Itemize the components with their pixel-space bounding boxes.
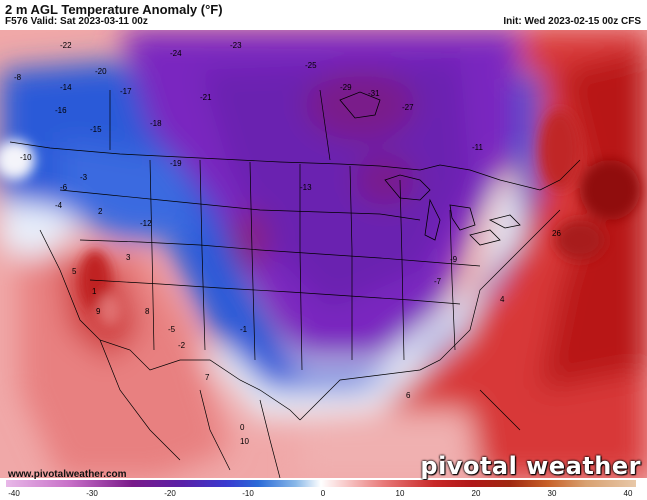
anomaly-label: 4 bbox=[500, 295, 505, 304]
anomaly-label: -4 bbox=[55, 201, 63, 210]
anomaly-label: 7 bbox=[205, 373, 210, 382]
anomaly-label: -10 bbox=[20, 153, 32, 162]
anomaly-label: -12 bbox=[140, 219, 152, 228]
anomaly-label: -18 bbox=[150, 119, 162, 128]
boundaries bbox=[9, 89, 581, 478]
anomaly-label: -2 bbox=[178, 341, 186, 350]
anomaly-label: -6 bbox=[60, 183, 68, 192]
map-title: 2 m AGL Temperature Anomaly (°F) bbox=[5, 2, 223, 17]
anomaly-label: 3 bbox=[126, 253, 131, 262]
colorbar-tick: 30 bbox=[547, 489, 557, 498]
anomaly-label: -27 bbox=[402, 103, 414, 112]
anomaly-label: 10 bbox=[240, 437, 249, 446]
map-header: 2 m AGL Temperature Anomaly (°F) F576 Va… bbox=[0, 0, 647, 30]
great-lakes bbox=[339, 91, 521, 246]
anomaly-label: -11 bbox=[472, 143, 484, 152]
colorbar: -40 -30 -20 -10 0 10 20 30 40 bbox=[0, 480, 647, 500]
anomaly-label: -31 bbox=[368, 89, 380, 98]
valid-time: F576 Valid: Sat 2023-03-11 00z bbox=[5, 16, 148, 27]
colorbar-tick: -20 bbox=[164, 489, 176, 498]
anomaly-label: 8 bbox=[145, 307, 150, 316]
anomaly-map[interactable]: -22 -24 -23 -25 -29 -31 -27 -20 -17 -16 … bbox=[0, 30, 647, 478]
anomaly-label: -14 bbox=[60, 83, 72, 92]
us-mexico-border bbox=[39, 229, 301, 421]
pivotal-weather-logo: pivotal weather bbox=[420, 452, 641, 480]
anomaly-label: -25 bbox=[305, 61, 317, 70]
anomaly-label: -20 bbox=[95, 67, 107, 76]
anomaly-label: -21 bbox=[200, 93, 212, 102]
anomaly-label: -5 bbox=[168, 325, 176, 334]
website-watermark[interactable]: www.pivotalweather.com bbox=[8, 469, 127, 480]
anomaly-labels: -22 -24 -23 -25 -29 -31 -27 -20 -17 -16 … bbox=[14, 41, 561, 446]
anomaly-label: -24 bbox=[170, 49, 182, 58]
anomaly-label: -8 bbox=[14, 73, 22, 82]
anomaly-label: -3 bbox=[80, 173, 88, 182]
anomaly-label: 1 bbox=[92, 287, 97, 296]
colorbar-tick: 20 bbox=[471, 489, 481, 498]
anomaly-label: 9 bbox=[96, 307, 101, 316]
anomaly-label: -23 bbox=[230, 41, 242, 50]
anomaly-label: 0 bbox=[240, 423, 245, 432]
anomaly-label: 6 bbox=[406, 391, 411, 400]
anomaly-label: -16 bbox=[55, 106, 67, 115]
colorbar-tick: -40 bbox=[8, 489, 20, 498]
anomaly-label: 2 bbox=[98, 207, 103, 216]
colorbar-tick: -30 bbox=[86, 489, 98, 498]
init-time: Init: Wed 2023-02-15 00z CFS bbox=[503, 16, 641, 27]
anomaly-label: -7 bbox=[434, 277, 442, 286]
anomaly-label: 26 bbox=[552, 229, 561, 238]
colorbar-tick: -10 bbox=[242, 489, 254, 498]
anomaly-map-svg: -22 -24 -23 -25 -29 -31 -27 -20 -17 -16 … bbox=[0, 30, 647, 478]
anomaly-label: -19 bbox=[170, 159, 182, 168]
anomaly-label: 5 bbox=[72, 267, 77, 276]
anomaly-label: -15 bbox=[90, 125, 102, 134]
anomaly-label: -9 bbox=[450, 255, 458, 264]
colorbar-gradient bbox=[6, 480, 636, 487]
colorbar-tick: 40 bbox=[623, 489, 633, 498]
colorbar-tick: 0 bbox=[320, 489, 326, 498]
anomaly-label: -1 bbox=[240, 325, 248, 334]
anomaly-label: -17 bbox=[120, 87, 132, 96]
us-canada-border bbox=[9, 141, 421, 171]
anomaly-label: -29 bbox=[340, 83, 352, 92]
colorbar-tick: 10 bbox=[395, 489, 405, 498]
anomaly-label: -22 bbox=[60, 41, 72, 50]
anomaly-label: -13 bbox=[300, 183, 312, 192]
